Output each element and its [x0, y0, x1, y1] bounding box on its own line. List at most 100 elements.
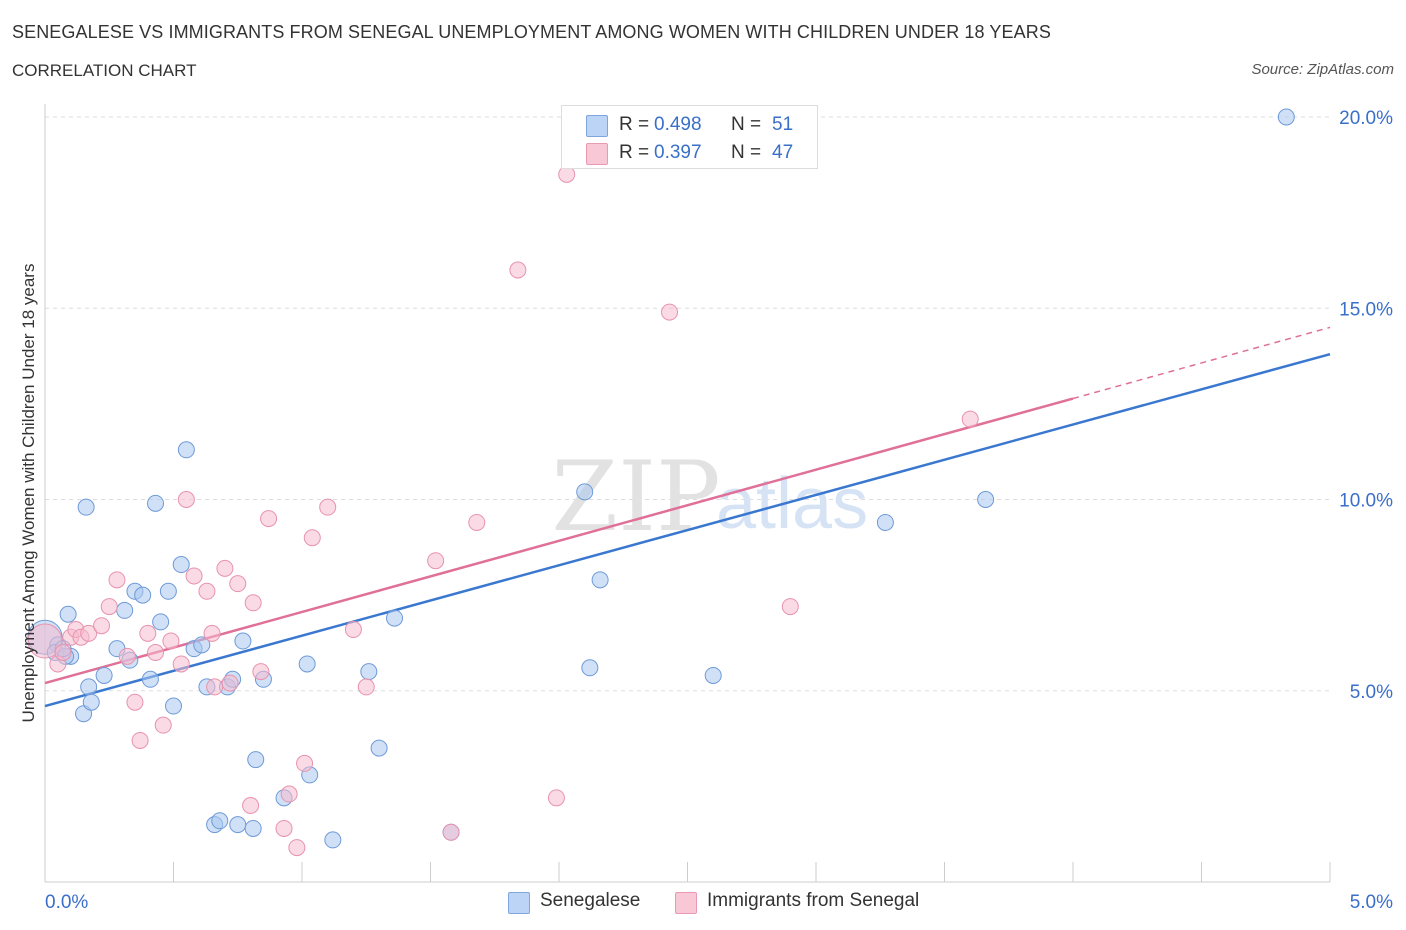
senegalese-point: [116, 601, 134, 619]
senegalese-point: [244, 819, 262, 837]
x-tick-label: 5.0%: [1350, 892, 1393, 913]
x-tick-label: 0.0%: [45, 892, 88, 913]
immigrants-point: [54, 644, 72, 661]
senegalese-point: [147, 494, 165, 512]
senegalese-point: [581, 659, 599, 677]
immigrants-point: [244, 594, 262, 612]
immigrants-point: [216, 559, 234, 577]
immigrants-point: [303, 529, 321, 547]
n-label: N =: [731, 142, 762, 163]
y-axis-label: Unemployment Among Women with Children U…: [19, 264, 38, 723]
senegalese-point: [172, 556, 190, 574]
immigrants-point: [961, 410, 979, 428]
immigrants-point: [319, 498, 337, 516]
immigrants-point: [126, 693, 144, 711]
immigrants-point: [547, 789, 565, 807]
chart-subtitle: CORRELATION CHART: [12, 61, 197, 80]
immigrants-point: [661, 303, 679, 321]
immigrants-point: [118, 647, 136, 665]
senegalese-point: [234, 632, 252, 650]
immigrants-point: [172, 655, 190, 673]
immigrants-point: [93, 617, 111, 635]
n-value: 47: [772, 142, 794, 163]
senegalese-point: [591, 571, 609, 589]
immigrants-point: [198, 582, 216, 600]
senegalese-point: [704, 666, 722, 684]
immigrants-point: [154, 716, 172, 734]
y-tick-label: 20.0%: [1339, 108, 1393, 129]
senegalese-point: [386, 609, 404, 627]
n-value: 51: [772, 114, 794, 135]
immigrants-point: [147, 644, 165, 661]
immigrants-point: [781, 598, 799, 616]
immigrants-point: [203, 624, 221, 642]
immigrants-point: [252, 663, 270, 681]
immigrants-point: [468, 513, 486, 531]
immigrants-point: [108, 571, 126, 589]
immigrants-point: [206, 678, 224, 696]
source-credit: Source: ZipAtlas.com: [1251, 61, 1394, 78]
immigrants-point: [100, 598, 118, 616]
senegalese-point: [1277, 108, 1295, 126]
senegalese-point: [247, 751, 265, 769]
y-tick-label: 15.0%: [1339, 299, 1393, 320]
senegalese-point: [165, 697, 182, 715]
immigrants-point: [162, 632, 180, 650]
immigrants-point: [509, 261, 527, 279]
senegalese-point: [193, 636, 211, 654]
stats-legend: R = 0.498 N = 51 R = 0.397 N = 47: [561, 105, 818, 169]
immigrants-point: [442, 823, 460, 841]
senegalese-point: [177, 441, 195, 459]
senegalese-point: [298, 655, 316, 673]
immigrants-point: [221, 674, 239, 692]
immigrants-point: [27, 623, 63, 659]
immigrants-point: [229, 575, 247, 593]
senegalese-point: [977, 491, 995, 508]
zipatlas-watermark: ZIP atlas: [551, 441, 868, 553]
immigrants-point: [80, 624, 98, 642]
r-value: 0.397: [654, 142, 702, 163]
tick-labels: 5.0% 10.0% 15.0% 20.0% 0.0% 5.0%: [45, 108, 1393, 913]
senegalese-point: [360, 663, 378, 681]
senegalese-point: [324, 831, 342, 849]
immigrants-swatch: [586, 143, 608, 165]
senegalese-point: [141, 670, 159, 688]
r-value: 0.498: [654, 114, 702, 135]
senegalese-point: [77, 498, 95, 516]
senegalese-point: [370, 739, 388, 757]
senegalese-point: [576, 483, 594, 501]
legend-label: Immigrants from Senegal: [707, 890, 920, 911]
r-label: R =: [619, 142, 650, 163]
grid-lines: [45, 116, 1330, 692]
immigrants-point: [185, 567, 203, 585]
senegalese-point: [152, 613, 170, 631]
immigrants-point: [280, 785, 298, 803]
immigrants-trend-extension: [1072, 326, 1331, 400]
immigrants-point: [242, 797, 260, 814]
senegalese-point: [876, 513, 894, 531]
immigrants-point: [296, 754, 314, 772]
immigrants-point: [288, 839, 306, 857]
immigrants-point: [177, 491, 195, 508]
senegalese-point: [59, 605, 77, 623]
immigrants-point: [344, 621, 362, 639]
senegalese-point: [211, 812, 229, 830]
series-legend: Senegalese Immigrants from Senegal: [0, 888, 1406, 918]
senegalese-point: [95, 666, 113, 684]
immigrants-point: [131, 731, 149, 749]
r-label: R =: [619, 114, 650, 135]
immigrants-point: [260, 510, 278, 528]
senegalese-point: [82, 693, 100, 711]
immigrants-point: [357, 678, 375, 696]
y-tick-label: 10.0%: [1339, 491, 1393, 512]
senegalese-point: [159, 582, 177, 600]
senegalese-point: [134, 586, 152, 604]
y-tick-label: 5.0%: [1350, 682, 1393, 703]
senegalese-swatch: [508, 892, 530, 914]
immigrants-point: [275, 819, 293, 837]
senegalese-point: [80, 678, 98, 696]
data-points: [27, 108, 1295, 857]
chart-title: SENEGALESE VS IMMIGRANTS FROM SENEGAL UN…: [12, 22, 1051, 42]
legend-label: Senegalese: [540, 890, 641, 911]
